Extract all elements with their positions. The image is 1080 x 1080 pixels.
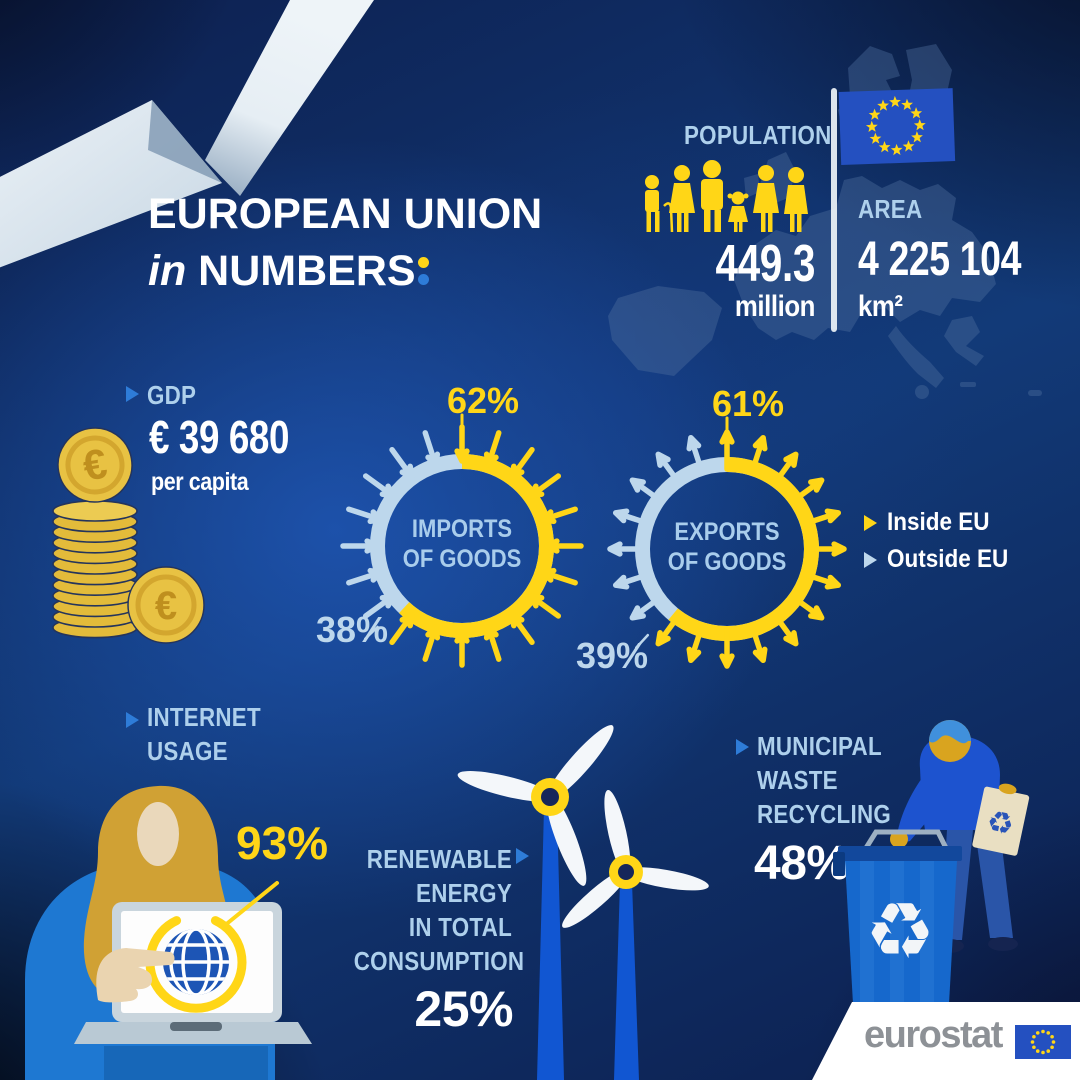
flagpole-divider bbox=[831, 88, 837, 332]
legend-item-outside-eu: Outside EU bbox=[864, 541, 1022, 578]
population-label: POPULATION bbox=[684, 120, 832, 150]
exports-title-line1: EXPORTS bbox=[674, 518, 780, 546]
waste-label: MUNICIPAL WASTE RECYCLING bbox=[757, 729, 891, 831]
imports-donut-ring bbox=[340, 413, 584, 668]
imports-title-line2: OF GOODS bbox=[402, 545, 522, 573]
legend-item-inside-eu: Inside EU bbox=[864, 504, 1022, 541]
recycling-person-bin-illustration: ♻ ♻ bbox=[833, 720, 1030, 1004]
population-value: 449.3 bbox=[715, 235, 815, 293]
internet-label: INTERNET USAGE bbox=[147, 700, 261, 768]
renewable-label-line3: IN TOTAL bbox=[408, 912, 512, 942]
area-value: 4 225 104 bbox=[858, 233, 1022, 286]
eurostat-logo: eurostat bbox=[864, 1014, 1003, 1056]
waste-arrow-icon bbox=[736, 739, 749, 755]
renewable-label-line4: CONSUMPTION bbox=[353, 946, 525, 976]
gdp-arrow-icon bbox=[126, 386, 139, 402]
inside-eu-label: Inside EU bbox=[887, 508, 990, 536]
internet-label-line2: USAGE bbox=[147, 736, 228, 766]
svg-text:♻: ♻ bbox=[865, 887, 935, 975]
page-title: EUROPEAN UNION in NUMBERS bbox=[148, 190, 542, 296]
title-word-numbers: NUMBERS bbox=[198, 247, 416, 295]
svg-text:♻: ♻ bbox=[984, 805, 1017, 843]
eu-flag-icon bbox=[838, 88, 956, 166]
title-colon-dot-top bbox=[418, 257, 429, 268]
imports-chart-title: IMPORTS OF GOODS bbox=[374, 514, 550, 574]
trade-legend: Inside EU Outside EU bbox=[864, 504, 1022, 578]
internet-arrow-icon bbox=[126, 712, 139, 728]
exports-inside-eu-pct: 61% bbox=[711, 383, 785, 424]
title-word-in: in bbox=[148, 247, 187, 295]
exports-outside-eu-pct: 39% bbox=[575, 635, 649, 676]
outside-eu-label: Outside EU bbox=[887, 545, 1009, 573]
internet-value: 93% bbox=[236, 817, 329, 869]
svg-text:€: € bbox=[155, 584, 177, 628]
waste-label-line3: RECYCLING bbox=[757, 799, 892, 829]
woman-with-laptop-illustration bbox=[25, 785, 312, 1080]
renewable-value: 25% bbox=[414, 981, 513, 1037]
turbine-1 bbox=[457, 725, 614, 1080]
area-label: AREA bbox=[858, 194, 923, 224]
imports-outside-eu-pct: 38% bbox=[315, 609, 389, 650]
gdp-unit: per capita bbox=[151, 468, 249, 496]
population-family-icon bbox=[645, 160, 808, 233]
title-line1: EUROPEAN UNION bbox=[148, 190, 543, 238]
waste-label-line2: WASTE bbox=[757, 765, 838, 795]
title-colon-dot-bottom bbox=[418, 274, 429, 285]
turbine-2 bbox=[562, 789, 709, 1080]
eurostat-logo-flag-icon bbox=[1015, 1025, 1071, 1059]
area-unit: km² bbox=[858, 290, 903, 323]
gdp-value: € 39 680 bbox=[149, 411, 290, 463]
exports-donut-ring bbox=[607, 416, 847, 669]
inside-eu-triangle-icon bbox=[864, 514, 877, 531]
imports-title-line1: IMPORTS bbox=[411, 515, 513, 543]
internet-label-line1: INTERNET bbox=[147, 702, 261, 732]
renewable-label-line2: ENERGY bbox=[416, 878, 512, 908]
outside-eu-triangle-icon bbox=[864, 551, 877, 568]
renewable-arrow-icon bbox=[516, 848, 529, 864]
gdp-label: GDP bbox=[147, 380, 197, 410]
exports-of-goods-chart: EXPORTS OF GOODS 61% 39% bbox=[547, 369, 907, 729]
euro-coins-icon: € € bbox=[52, 427, 205, 644]
wind-turbines-illustration bbox=[457, 725, 709, 1080]
exports-title-line2: OF GOODS bbox=[667, 548, 787, 576]
exports-chart-title: EXPORTS OF GOODS bbox=[639, 517, 815, 577]
imports-of-goods-chart: IMPORTS OF GOODS 62% 38% bbox=[282, 366, 642, 726]
renewable-label: RENEWABLE ENERGY IN TOTAL CONSUMPTION bbox=[353, 842, 525, 978]
renewable-label-line1: RENEWABLE bbox=[366, 844, 512, 874]
imports-inside-eu-pct: 62% bbox=[446, 380, 520, 421]
population-unit: million bbox=[734, 290, 816, 323]
waste-label-line1: MUNICIPAL bbox=[757, 731, 882, 761]
title-line2: in NUMBERS bbox=[148, 247, 542, 296]
growth-ribbon bbox=[0, 0, 374, 268]
